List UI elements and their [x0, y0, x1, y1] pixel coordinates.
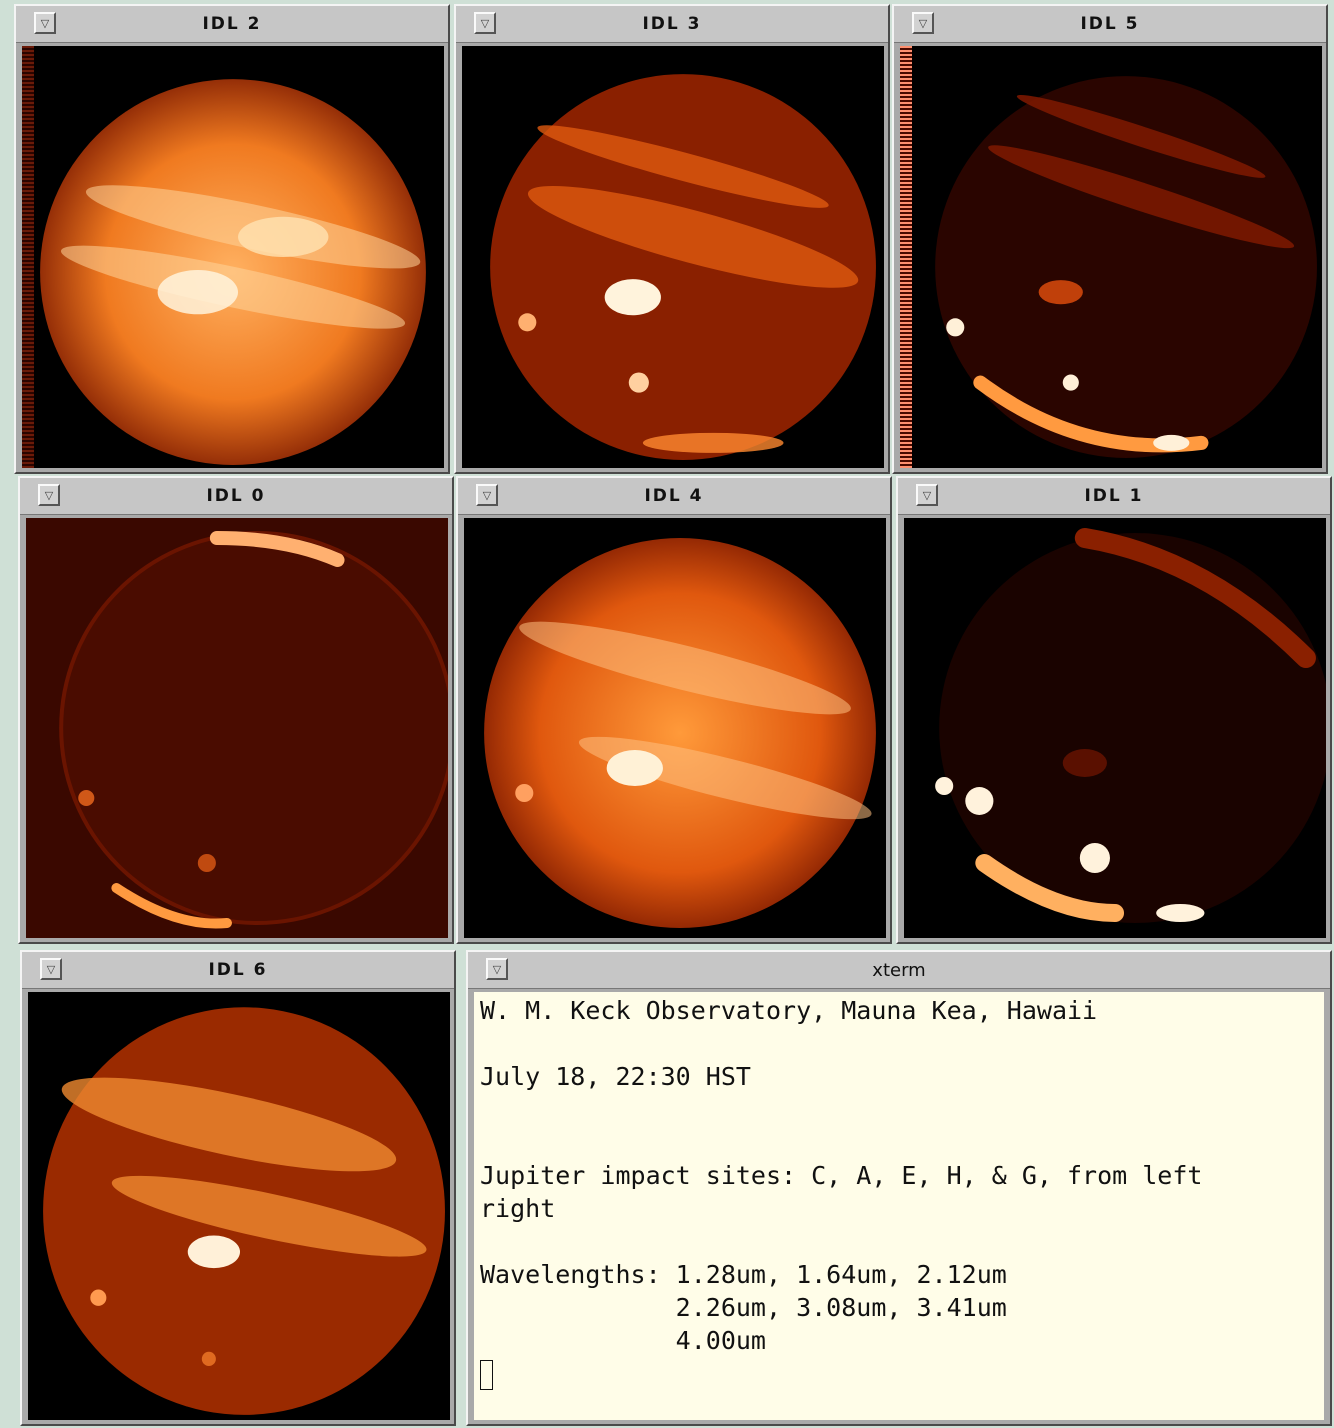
idl3-image — [462, 46, 884, 468]
idl6-image — [28, 992, 450, 1420]
terminal-line: 2.26um, 3.08um, 3.41um — [480, 1293, 1007, 1322]
idl5-titlebar[interactable]: ▽ IDL 5 — [894, 6, 1326, 43]
idl5-image — [900, 46, 1322, 468]
xterm-window[interactable]: ▽ xterm W. M. Keck Observatory, Mauna Ke… — [466, 950, 1332, 1426]
xterm-terminal[interactable]: W. M. Keck Observatory, Mauna Kea, Hawai… — [474, 992, 1324, 1420]
idl0-titlebar[interactable]: ▽ IDL 0 — [20, 478, 452, 515]
idl2-titlebar[interactable]: ▽ IDL 2 — [16, 6, 448, 43]
idl3-window[interactable]: ▽ IDL 3 — [454, 4, 890, 474]
terminal-line — [480, 1225, 1318, 1258]
idl4-titlebar[interactable]: ▽ IDL 4 — [458, 478, 890, 515]
idl5-title: IDL 5 — [1080, 14, 1140, 34]
window-menu-icon[interactable]: ▽ — [474, 12, 496, 34]
idl1-titlebar[interactable]: ▽ IDL 1 — [898, 478, 1330, 515]
window-menu-icon[interactable]: ▽ — [34, 12, 56, 34]
jupiter-image — [40, 79, 426, 465]
idl2-title: IDL 2 — [202, 14, 262, 34]
idl6-window[interactable]: ▽ IDL 6 — [20, 950, 456, 1426]
jupiter-image — [43, 1007, 445, 1415]
terminal-line: 4.00um — [480, 1326, 766, 1355]
idl1-image — [904, 518, 1326, 938]
idl1-title: IDL 1 — [1084, 486, 1144, 506]
terminal-prompt-line — [480, 1357, 1318, 1390]
idl6-titlebar[interactable]: ▽ IDL 6 — [22, 952, 454, 989]
terminal-line: Jupiter impact sites: C, A, E, H, & G, f… — [480, 1161, 1203, 1190]
idl3-title: IDL 3 — [642, 14, 702, 34]
terminal-line — [480, 1027, 1318, 1060]
terminal-line: Wavelengths: 1.28um, 1.64um, 2.12um — [480, 1260, 1007, 1289]
window-menu-icon[interactable]: ▽ — [916, 484, 938, 506]
idl0-image — [26, 518, 448, 938]
idl5-window[interactable]: ▽ IDL 5 — [892, 4, 1328, 474]
xterm-titlebar[interactable]: ▽ xterm — [468, 952, 1330, 989]
text-cursor[interactable] — [480, 1360, 493, 1390]
idl4-image — [464, 518, 886, 938]
idl6-title: IDL 6 — [208, 960, 268, 980]
window-menu-icon[interactable]: ▽ — [40, 958, 62, 980]
idl2-image — [22, 46, 444, 468]
xterm-title: xterm — [872, 959, 926, 981]
jupiter-image — [26, 518, 448, 938]
terminal-line: right — [480, 1194, 556, 1223]
jupiter-image — [935, 528, 1326, 923]
jupiter-image — [484, 538, 876, 928]
window-menu-icon[interactable]: ▽ — [912, 12, 934, 34]
idl0-title: IDL 0 — [206, 486, 266, 506]
terminal-line: W. M. Keck Observatory, Mauna Kea, Hawai… — [480, 996, 1098, 1025]
idl3-titlebar[interactable]: ▽ IDL 3 — [456, 6, 888, 43]
terminal-line: July 18, 22:30 HST — [480, 1062, 751, 1091]
idl0-window[interactable]: ▽ IDL 0 — [18, 476, 454, 944]
idl2-window[interactable]: ▽ IDL 2 — [14, 4, 450, 474]
window-menu-icon[interactable]: ▽ — [38, 484, 60, 506]
window-menu-icon[interactable]: ▽ — [486, 958, 508, 980]
window-menu-icon[interactable]: ▽ — [476, 484, 498, 506]
detector-edge — [900, 46, 912, 468]
jupiter-image — [935, 76, 1317, 458]
idl4-window[interactable]: ▽ IDL 4 — [456, 476, 892, 944]
terminal-line — [480, 1126, 1318, 1159]
idl4-title: IDL 4 — [644, 486, 704, 506]
detector-edge — [22, 46, 34, 468]
terminal-line — [480, 1093, 1318, 1126]
idl1-window[interactable]: ▽ IDL 1 — [896, 476, 1332, 944]
jupiter-image — [490, 74, 876, 460]
